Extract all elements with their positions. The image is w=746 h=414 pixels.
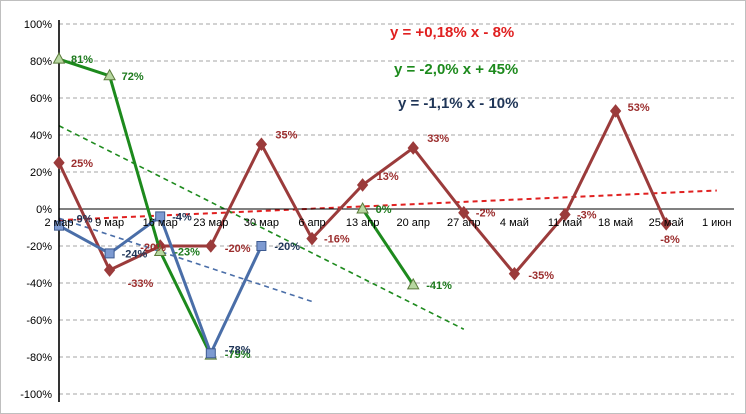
data-point: [205, 348, 216, 359]
data-point: [306, 231, 318, 246]
trendlines: [58, 125, 717, 330]
series: [52, 52, 672, 360]
data-point: [52, 52, 66, 64]
data-point: [53, 155, 65, 170]
y-tick-label: -100%: [20, 389, 52, 401]
y-tick-label: -60%: [26, 315, 52, 327]
data-point: [104, 248, 115, 259]
data-label: -79%: [225, 349, 251, 361]
data-label: -23%: [174, 247, 200, 259]
data-label: -20%: [225, 243, 251, 255]
x-tick-label: 27 апр: [447, 217, 480, 229]
data-label: -8%: [660, 234, 680, 246]
data-point: [660, 217, 672, 231]
data-point: [559, 207, 571, 222]
y-tick-label: 80%: [30, 56, 52, 68]
y-tick-label: 100%: [24, 19, 52, 31]
series-line-green: [58, 57, 213, 356]
trend-green-line: [58, 125, 465, 330]
data-point: [508, 266, 521, 281]
data-label: -20%: [274, 241, 300, 253]
data-point: [406, 277, 420, 290]
equation-green: y = -2,0% x + 45%: [394, 61, 518, 78]
equation-red: y = +0,18% x - 8%: [390, 24, 514, 41]
data-point: [609, 104, 622, 118]
y-tick-label: 40%: [30, 130, 52, 142]
data-point: [103, 68, 116, 81]
x-tick-label: 16 мар: [143, 217, 178, 229]
data-labels: 25% -33% -20% -20% 35% -16% 13% 33% -2% -35% -3% 53…: [71, 54, 680, 361]
data-label: 72%: [122, 71, 144, 83]
y-tick-label: -20%: [26, 241, 52, 253]
y-tick-label: 0%: [36, 204, 52, 216]
x-tick-label: 6 апр: [298, 217, 325, 229]
data-label: 53%: [628, 102, 650, 114]
data-label: -78%: [225, 344, 251, 356]
x-tick-label: 11 май: [548, 217, 582, 229]
tick-labels: 100% 80% 60% 40% 20% 0% -20% -40% -60% -80% -100% 2…: [20, 19, 731, 401]
axes: [58, 20, 734, 402]
data-label: 13%: [377, 171, 399, 183]
data-label: -35%: [528, 270, 554, 282]
x-tick-label: 30 мар: [244, 217, 279, 229]
data-point: [54, 220, 64, 231]
data-point: [458, 205, 470, 220]
data-label: -24%: [122, 248, 148, 260]
data-label: 35%: [275, 129, 297, 141]
data-label: 0%: [376, 204, 392, 216]
x-tick-label: 4 май: [500, 217, 529, 229]
data-point: [155, 211, 166, 222]
y-tick-label: -40%: [26, 278, 52, 290]
data-point: [256, 241, 267, 251]
x-tick-label: 1 июн: [702, 217, 732, 229]
x-tick-label: 13 апр: [346, 217, 379, 229]
data-label: 81%: [71, 54, 93, 66]
x-tick-label: 23 мар: [193, 217, 228, 229]
data-point: [255, 137, 268, 152]
data-label: -20%: [140, 242, 166, 254]
y-tick-label: 20%: [30, 167, 52, 179]
equation-blue: y = -1,1% x - 10%: [398, 95, 518, 112]
x-tick-label: 20 апр: [396, 217, 429, 229]
data-label: -33%: [128, 278, 154, 290]
data-label: -3%: [577, 210, 597, 222]
x-tick-label: 18 май: [598, 217, 633, 229]
trend-red-line: [58, 189, 717, 222]
data-point: [153, 244, 167, 257]
data-label: -16%: [324, 234, 350, 246]
data-point: [205, 239, 217, 253]
data-label: -41%: [426, 280, 452, 292]
equations: y = +0,18% x - 8% y = -2,0% x + 45% y = …: [390, 24, 518, 112]
y-tick-label: -80%: [26, 352, 52, 364]
data-point: [356, 178, 369, 192]
data-label: -2%: [476, 208, 496, 220]
data-label: 33%: [427, 133, 449, 145]
data-point: [407, 141, 419, 155]
data-point: [103, 263, 116, 277]
data-label: 25%: [71, 158, 93, 170]
data-label: -9%: [73, 214, 93, 226]
x-tick-label: 2 мар: [45, 217, 74, 229]
data-label: -4%: [172, 211, 192, 223]
y-tick-label: 60%: [30, 93, 52, 105]
x-tick-label: 25 май: [649, 217, 684, 229]
series-line-green2: [361, 208, 415, 286]
x-tick-label: 9 мар: [95, 217, 124, 229]
data-point: [356, 201, 369, 214]
